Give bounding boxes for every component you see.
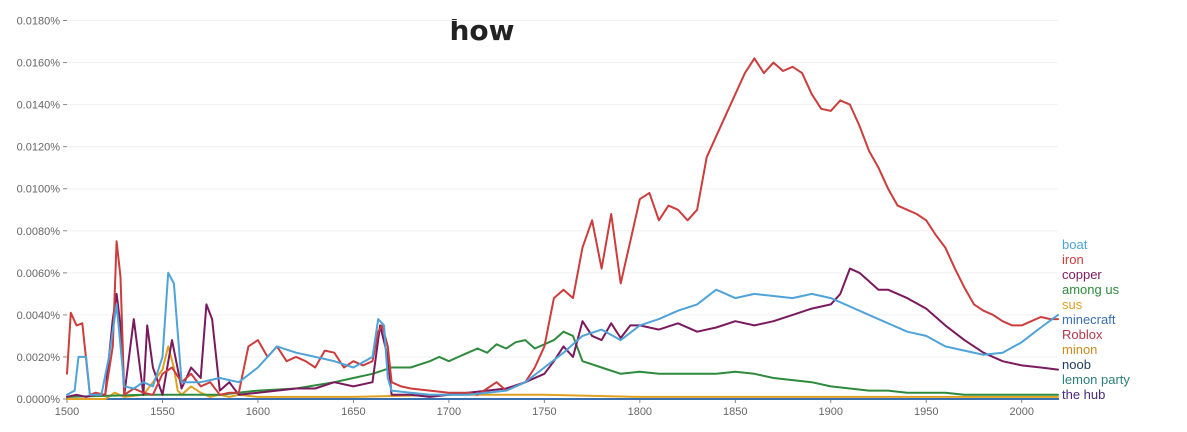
- legend-item-minecraft: minecraft: [1062, 312, 1116, 327]
- y-tick-label: 0.0140%: [17, 100, 61, 112]
- x-tick-label: 1750: [532, 406, 556, 418]
- x-tick-label: 2000: [1009, 406, 1033, 418]
- series-line-copper: [66, 267, 1059, 398]
- x-tick-label: 1650: [341, 406, 365, 418]
- series-line-among-us: [66, 330, 1059, 398]
- x-tick-label: 1500: [55, 406, 79, 418]
- legend-item-roblox: Roblox: [1062, 327, 1103, 342]
- legend-item-copper: copper: [1062, 267, 1102, 282]
- legend-item-among-us: among us: [1062, 282, 1120, 297]
- y-tick-label: 0.0060%: [17, 268, 61, 280]
- legend-item-minon: minon: [1062, 342, 1097, 357]
- y-tick-label: 0.0020%: [17, 352, 61, 364]
- legend-item-noob: noob: [1062, 357, 1091, 372]
- series-line-sus: [66, 345, 1059, 400]
- legend-item-iron: iron: [1062, 252, 1084, 267]
- x-tick-label: 1950: [914, 406, 938, 418]
- y-tick-label: 0.0040%: [17, 310, 61, 322]
- y-tick-label: 0.0100%: [17, 184, 61, 196]
- series-lines: [66, 57, 1059, 400]
- x-tick-label: 1800: [628, 406, 652, 418]
- x-tick-label: 1850: [723, 406, 747, 418]
- legend-item-lemon-party: lemon party: [1062, 372, 1130, 387]
- legend-item-boat: boat: [1062, 237, 1088, 252]
- y-tick-label: 0.0120%: [17, 142, 61, 154]
- y-tick-label: 0.0180%: [17, 16, 61, 28]
- chart-title: how: [449, 14, 514, 47]
- x-tick-label: 1900: [819, 406, 843, 418]
- y-tick-label: 0.0000%: [17, 394, 61, 406]
- x-tick-label: 1700: [437, 406, 461, 418]
- y-axis: 0.0000% 0.0020% 0.0040% 0.0060% 0.0080% 0.010…: [17, 16, 67, 406]
- x-tick-label: 1550: [150, 406, 174, 418]
- x-tick-label: 1600: [246, 406, 270, 418]
- legend-item-sus: sus: [1062, 297, 1083, 312]
- x-axis: 1500 1550 1600 1650 1700 1750 1800 1850 1900 1950…: [55, 398, 1058, 418]
- y-tick-label: 0.0080%: [17, 226, 61, 238]
- legend-item-the-hub: the hub: [1062, 387, 1105, 402]
- y-tick-label: 0.0160%: [17, 58, 61, 70]
- grid-lines: [67, 20, 1058, 358]
- series-line-boat: [66, 271, 1059, 396]
